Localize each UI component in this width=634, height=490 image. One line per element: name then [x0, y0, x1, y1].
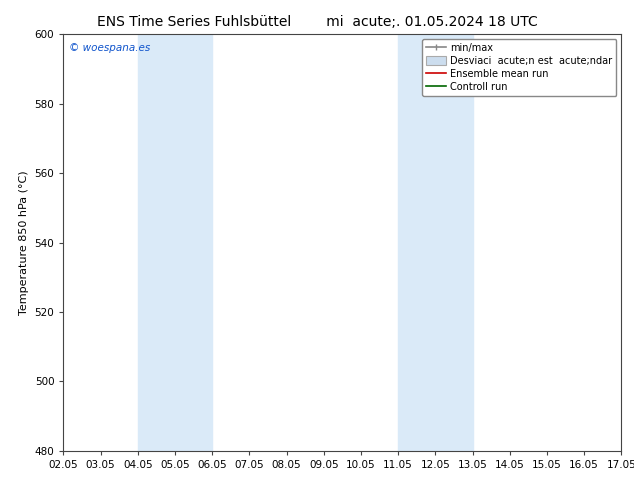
Text: ENS Time Series Fuhlsbüttel        mi  acute;. 01.05.2024 18 UTC: ENS Time Series Fuhlsbüttel mi acute;. 0…: [96, 15, 538, 29]
Legend: min/max, Desviaci  acute;n est  acute;ndar, Ensemble mean run, Controll run: min/max, Desviaci acute;n est acute;ndar…: [422, 39, 616, 96]
Bar: [398, 34, 472, 451]
Bar: [138, 34, 212, 451]
Text: © woespana.es: © woespana.es: [69, 43, 150, 52]
Y-axis label: Temperature 850 hPa (°C): Temperature 850 hPa (°C): [19, 170, 29, 315]
